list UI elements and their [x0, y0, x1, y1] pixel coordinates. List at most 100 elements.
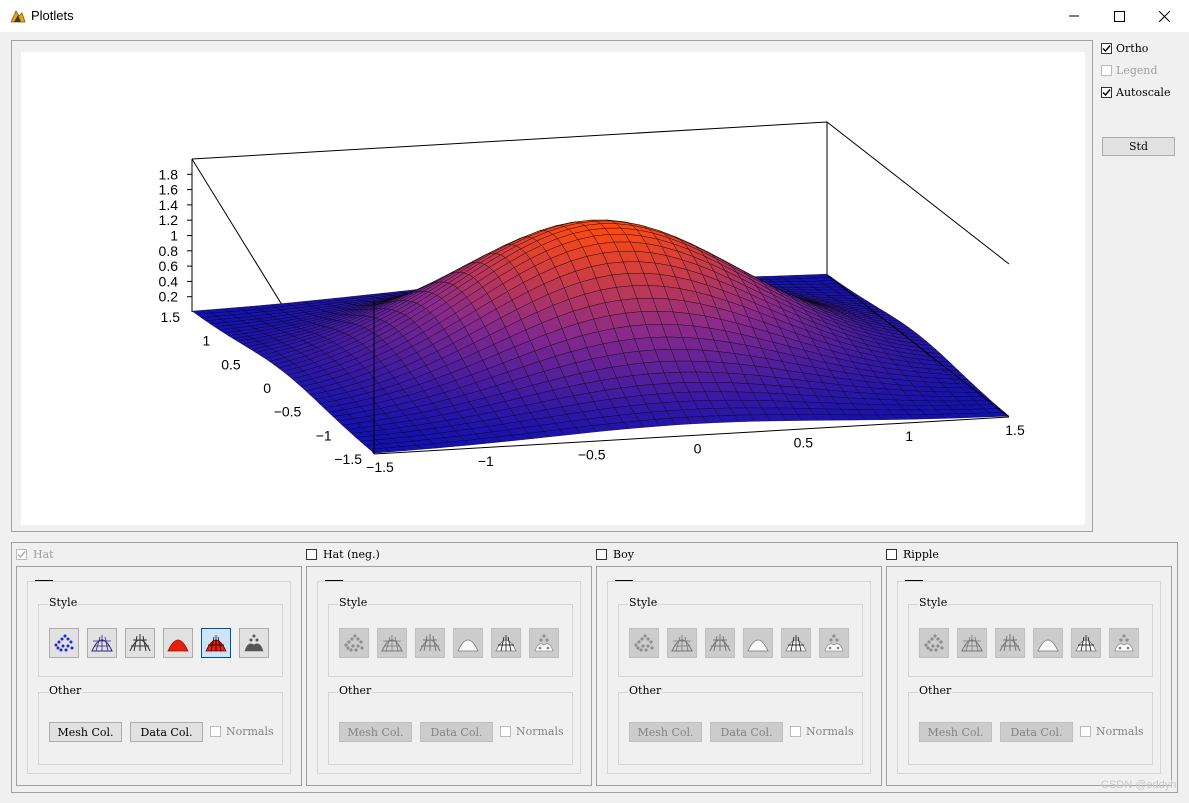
- ortho-option[interactable]: Ortho: [1101, 40, 1148, 56]
- dataset-check[interactable]: [16, 548, 27, 560]
- y-tick-label: 1.5: [161, 309, 181, 325]
- close-button[interactable]: [1141, 0, 1187, 32]
- mesh-style-button[interactable]: [957, 628, 987, 658]
- data-color-button[interactable]: Data Col.: [710, 722, 783, 742]
- data-color-button[interactable]: Data Col.: [1000, 722, 1073, 742]
- points-style-button[interactable]: [919, 628, 949, 658]
- style-group: Style: [908, 596, 1153, 677]
- dataset-checkbox-3[interactable]: Ripple: [886, 547, 939, 561]
- mesh-color-button[interactable]: Mesh Col.: [919, 722, 992, 742]
- solid-style-button[interactable]: [163, 628, 193, 658]
- x-tick-label: −1: [478, 453, 494, 469]
- normals-checkbox[interactable]: [210, 726, 221, 737]
- grid-style-button[interactable]: [125, 628, 155, 658]
- x-tick-label: 0: [694, 441, 702, 457]
- solid-mesh-style-button[interactable]: [1071, 628, 1101, 658]
- mesh-style-button[interactable]: [377, 628, 407, 658]
- dataset-panel-3: Style Other Mesh Col. Data Col. Normals: [886, 566, 1172, 786]
- normals-label: Normals: [516, 725, 564, 738]
- other-title: Other: [48, 684, 83, 697]
- grid-style-button[interactable]: [995, 628, 1025, 658]
- autoscale-checkbox[interactable]: [1101, 86, 1112, 98]
- points-style-button[interactable]: [49, 628, 79, 658]
- grid-style-button[interactable]: [705, 628, 735, 658]
- z-tick-label: 1.4: [159, 197, 179, 213]
- legend-checkbox[interactable]: [1101, 64, 1112, 76]
- solid-mesh-style-button[interactable]: [781, 628, 811, 658]
- data-color-button[interactable]: Data Col.: [420, 722, 493, 742]
- y-tick-label: −1.5: [334, 451, 362, 467]
- hidden-points-style-icon: [1114, 634, 1134, 652]
- dataset-checkbox-0[interactable]: Hat: [16, 547, 54, 561]
- dataset-check[interactable]: [306, 548, 317, 560]
- dataset-check[interactable]: [596, 548, 607, 560]
- z-tick-label: 0.8: [159, 243, 179, 259]
- maximize-button[interactable]: [1096, 0, 1142, 32]
- other-title: Other: [338, 684, 373, 697]
- normals-option[interactable]: Normals: [1080, 725, 1144, 738]
- dataset-label: Hat (neg.): [323, 547, 380, 561]
- mesh-color-button[interactable]: Mesh Col.: [629, 722, 702, 742]
- mesh-style-button[interactable]: [667, 628, 697, 658]
- hidden-points-style-button[interactable]: [529, 628, 559, 658]
- surface-plot[interactable]: 0.20.40.60.811.21.41.61.81.510.50−0.5−1−…: [21, 52, 1085, 525]
- ortho-checkbox[interactable]: [1101, 42, 1112, 54]
- normals-checkbox[interactable]: [1080, 726, 1091, 737]
- style-title: Style: [338, 596, 369, 609]
- std-button[interactable]: Std: [1102, 137, 1175, 156]
- normals-option[interactable]: Normals: [790, 725, 854, 738]
- grid-style-icon: [419, 634, 441, 652]
- points-style-button[interactable]: [629, 628, 659, 658]
- legend-option[interactable]: Legend: [1101, 62, 1158, 78]
- mesh-style-icon: [91, 635, 113, 652]
- window-title: Plotlets: [31, 8, 74, 23]
- minimize-icon: [1069, 15, 1079, 17]
- solid-mesh-style-button[interactable]: [201, 628, 231, 658]
- dataset-inner: Style Other Mesh Col. Data Col. Normals: [27, 580, 291, 774]
- plot-canvas[interactable]: 0.2 0.4 0.6 0.8 1 1.2 1.4 1.6 1.8 1.5 1 0.5 0 −0.5 −1−…: [21, 52, 1085, 525]
- solid-style-icon: [167, 639, 189, 652]
- box-edge: [826, 274, 1010, 418]
- dataset-label: Hat: [33, 547, 54, 561]
- x-tick-label: 1.5: [1005, 422, 1025, 438]
- x-tick-label: 0.5: [794, 434, 814, 450]
- hidden-points-style-icon: [244, 634, 264, 652]
- solid-style-button[interactable]: [453, 628, 483, 658]
- solid-mesh-style-icon: [1075, 635, 1097, 652]
- dataset-checkbox-2[interactable]: Boy: [596, 547, 634, 561]
- close-icon: [1158, 10, 1170, 22]
- style-title: Style: [48, 596, 79, 609]
- normals-label: Normals: [806, 725, 854, 738]
- y-tick-label: −1: [316, 427, 332, 443]
- mesh-style-icon: [671, 635, 693, 652]
- solid-style-icon: [747, 639, 769, 652]
- mesh-color-button[interactable]: Mesh Col.: [49, 722, 122, 742]
- hidden-points-style-button[interactable]: [239, 628, 269, 658]
- solid-mesh-style-icon: [495, 635, 517, 652]
- normals-checkbox[interactable]: [500, 726, 511, 737]
- mesh-color-button[interactable]: Mesh Col.: [339, 722, 412, 742]
- hidden-points-style-button[interactable]: [819, 628, 849, 658]
- solid-style-button[interactable]: [1033, 628, 1063, 658]
- z-tick-label: 1.6: [159, 182, 179, 198]
- minimize-button[interactable]: [1051, 0, 1097, 32]
- normals-option[interactable]: Normals: [500, 725, 564, 738]
- solid-style-button[interactable]: [743, 628, 773, 658]
- dataset-inner: Style Other Mesh Col. Data Col. Normals: [897, 580, 1161, 774]
- grid-style-button[interactable]: [415, 628, 445, 658]
- autoscale-option[interactable]: Autoscale: [1101, 84, 1170, 100]
- points-style-button[interactable]: [339, 628, 369, 658]
- maximize-icon: [1113, 10, 1125, 22]
- hidden-points-style-button[interactable]: [1109, 628, 1139, 658]
- points-style-icon: [344, 634, 364, 652]
- solid-mesh-style-button[interactable]: [491, 628, 521, 658]
- z-tick-label: 0.4: [159, 273, 179, 289]
- normals-option[interactable]: Normals: [210, 725, 274, 738]
- surface-mesh: [191, 219, 1010, 454]
- dataset-checkbox-1[interactable]: Hat (neg.): [306, 547, 380, 561]
- dataset-check[interactable]: [886, 548, 897, 560]
- data-color-button[interactable]: Data Col.: [130, 722, 203, 742]
- y-tick-label: −0.5: [274, 404, 302, 420]
- normals-checkbox[interactable]: [790, 726, 801, 737]
- mesh-style-button[interactable]: [87, 628, 117, 658]
